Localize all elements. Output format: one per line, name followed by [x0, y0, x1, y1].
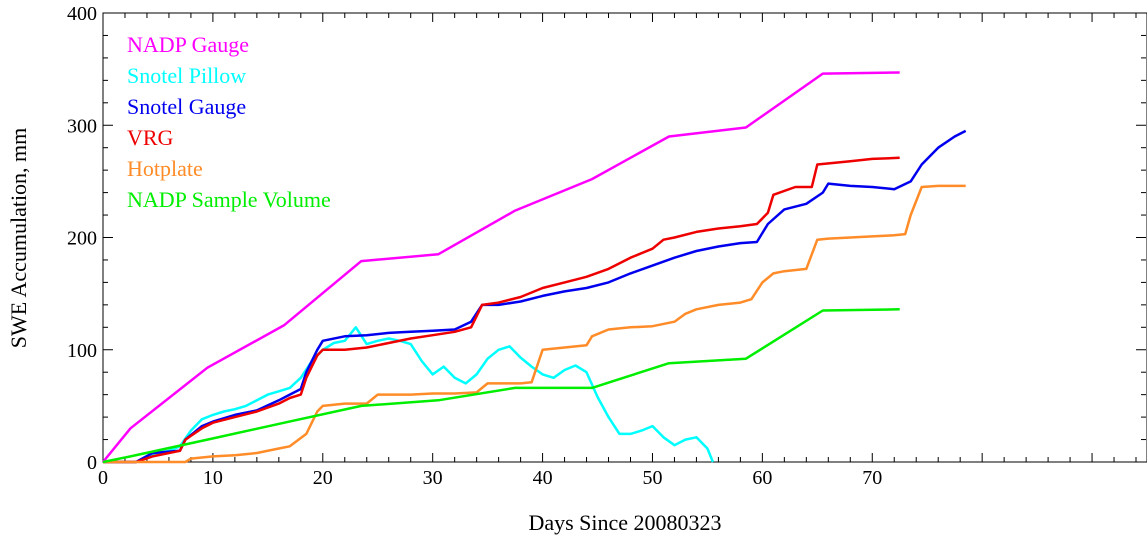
legend-entry-nadp-sample-volume: NADP Sample Volume	[127, 187, 331, 212]
series-line-hotplate	[103, 184, 966, 464]
series-lines	[102, 71, 967, 464]
x-tick-label: 60	[752, 467, 772, 489]
axis-tick-labels: 0 10 20 30 40 50 60 70 0 100 200 300 400	[67, 3, 882, 489]
y-tick-label: 400	[67, 3, 97, 25]
x-tick-label: 50	[642, 467, 662, 489]
y-tick-label: 0	[87, 452, 97, 474]
legend-entry-snotel-pillow: Snotel Pillow	[127, 63, 246, 88]
y-axis-label: SWE Accumulation, mm	[6, 128, 31, 349]
x-tick-label: 40	[533, 467, 553, 489]
x-tick-label: 0	[98, 467, 108, 489]
legend-entry-vrg: VRG	[127, 125, 174, 150]
legend: NADP Gauge Snotel Pillow Snotel Gauge VRG Ho…	[127, 32, 331, 212]
x-tick-label: 10	[203, 467, 223, 489]
plot-frame	[102, 12, 1147, 463]
legend-entry-nadp-gauge: NADP Gauge	[127, 32, 249, 57]
series-line-nadp-gauge	[102, 71, 900, 463]
y-tick-label: 100	[67, 340, 97, 362]
series-line-snotel-gauge	[103, 129, 967, 464]
x-tick-label: 70	[862, 467, 882, 489]
x-tick-label: 20	[313, 467, 333, 489]
x-tick-label: 30	[423, 467, 443, 489]
x-axis-label: Days Since 20080323	[528, 510, 721, 535]
y-tick-label: 200	[67, 228, 97, 250]
series-line-nadp-sample-volume	[102, 308, 900, 464]
series-line-snotel-pillow	[103, 326, 715, 464]
axis-ticks	[102, 12, 1146, 463]
legend-entry-snotel-gauge: Snotel Gauge	[127, 94, 246, 119]
legend-entry-hotplate: Hotplate	[127, 156, 203, 181]
series-line-vrg	[103, 156, 900, 464]
y-tick-label: 300	[67, 115, 97, 137]
